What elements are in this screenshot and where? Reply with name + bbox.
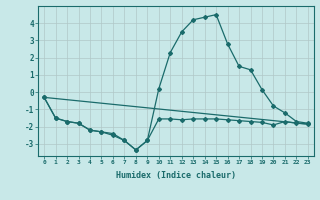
X-axis label: Humidex (Indice chaleur): Humidex (Indice chaleur) — [116, 171, 236, 180]
